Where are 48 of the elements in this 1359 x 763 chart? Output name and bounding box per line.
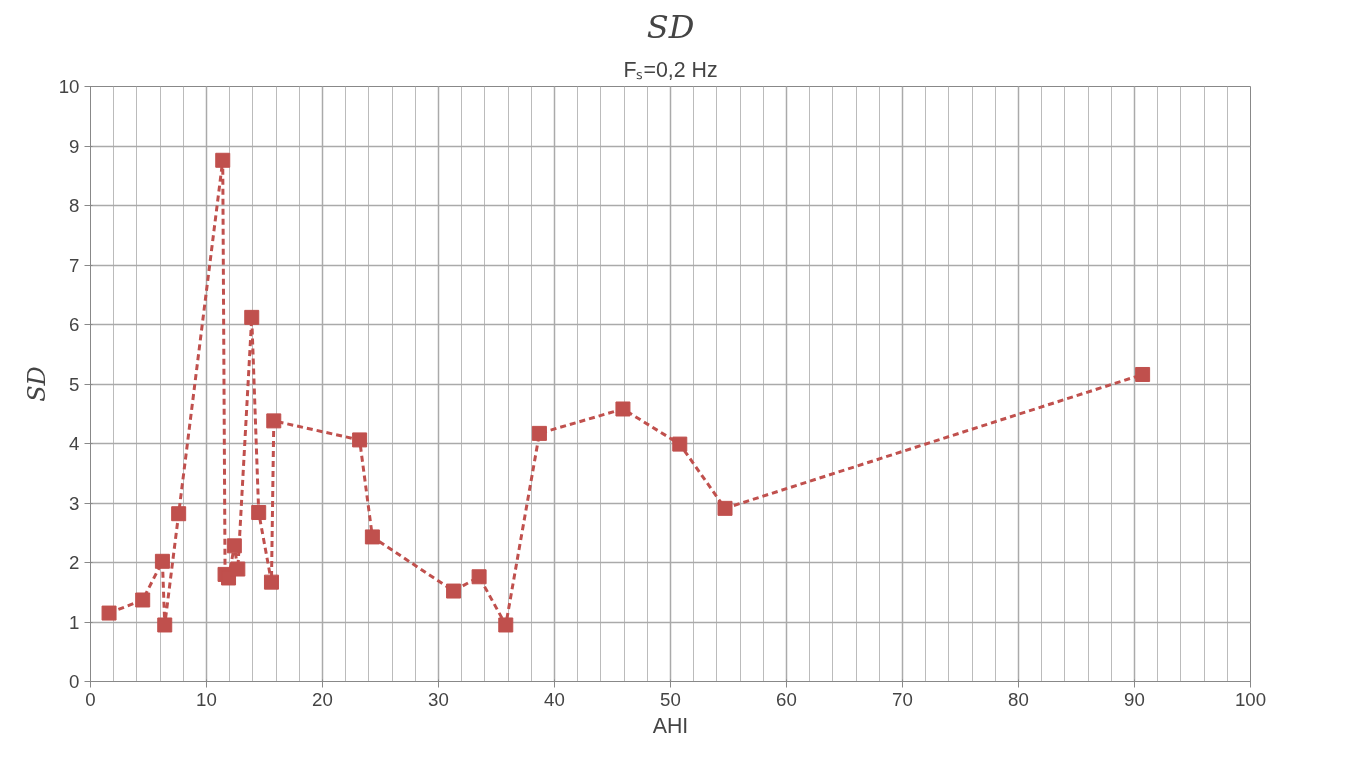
x-tick-label: 50: [660, 688, 681, 710]
point: [171, 506, 187, 522]
x-tick-label: 90: [1124, 688, 1145, 710]
x-axis-title: AHI: [652, 713, 689, 738]
x-tick-label: 40: [544, 688, 565, 710]
point: [364, 529, 380, 545]
x-tick-label: 20: [312, 688, 333, 710]
y-tick-label: 10: [58, 76, 80, 97]
point: [215, 152, 231, 168]
y-tick-label: 3: [69, 492, 80, 514]
x-tick-label: 30: [428, 688, 449, 710]
point: [1135, 366, 1151, 382]
point: [446, 583, 462, 599]
chart-title: SD: [646, 7, 695, 46]
y-tick-label: 2: [69, 552, 80, 573]
y-tick-label: 8: [69, 195, 80, 216]
point: [230, 561, 246, 577]
point: [157, 617, 173, 633]
x-tick-label: 80: [1008, 688, 1029, 710]
chart-subtitle: Fₛ=0,2 Hz: [623, 57, 718, 82]
point: [498, 617, 514, 633]
y-tick-label: 5: [69, 373, 80, 395]
point: [226, 538, 242, 554]
x-tick-label: 10: [196, 688, 217, 710]
point: [154, 553, 170, 569]
y-tick-label: 7: [69, 254, 80, 276]
y-axis-title: SD: [22, 366, 51, 402]
y-tick-label: 1: [69, 611, 80, 633]
point: [615, 401, 631, 417]
point: [266, 413, 282, 429]
x-tick-label: 60: [776, 688, 797, 710]
point: [251, 505, 267, 521]
point: [352, 432, 368, 448]
point: [135, 592, 151, 608]
point: [471, 569, 487, 585]
x-tick-label: 0: [85, 688, 96, 710]
x-tick-label: 70: [892, 688, 913, 710]
point: [101, 605, 117, 621]
point: [244, 309, 260, 325]
point: [717, 500, 733, 516]
point: [672, 436, 688, 452]
point: [531, 425, 547, 441]
y-tick-label: 9: [69, 135, 80, 157]
point: [263, 574, 279, 590]
x-tick-label: 100: [1234, 688, 1267, 710]
y-tick-label: 0: [69, 671, 80, 692]
y-tick-label: 6: [69, 314, 80, 335]
y-tick-label: 4: [69, 433, 80, 454]
